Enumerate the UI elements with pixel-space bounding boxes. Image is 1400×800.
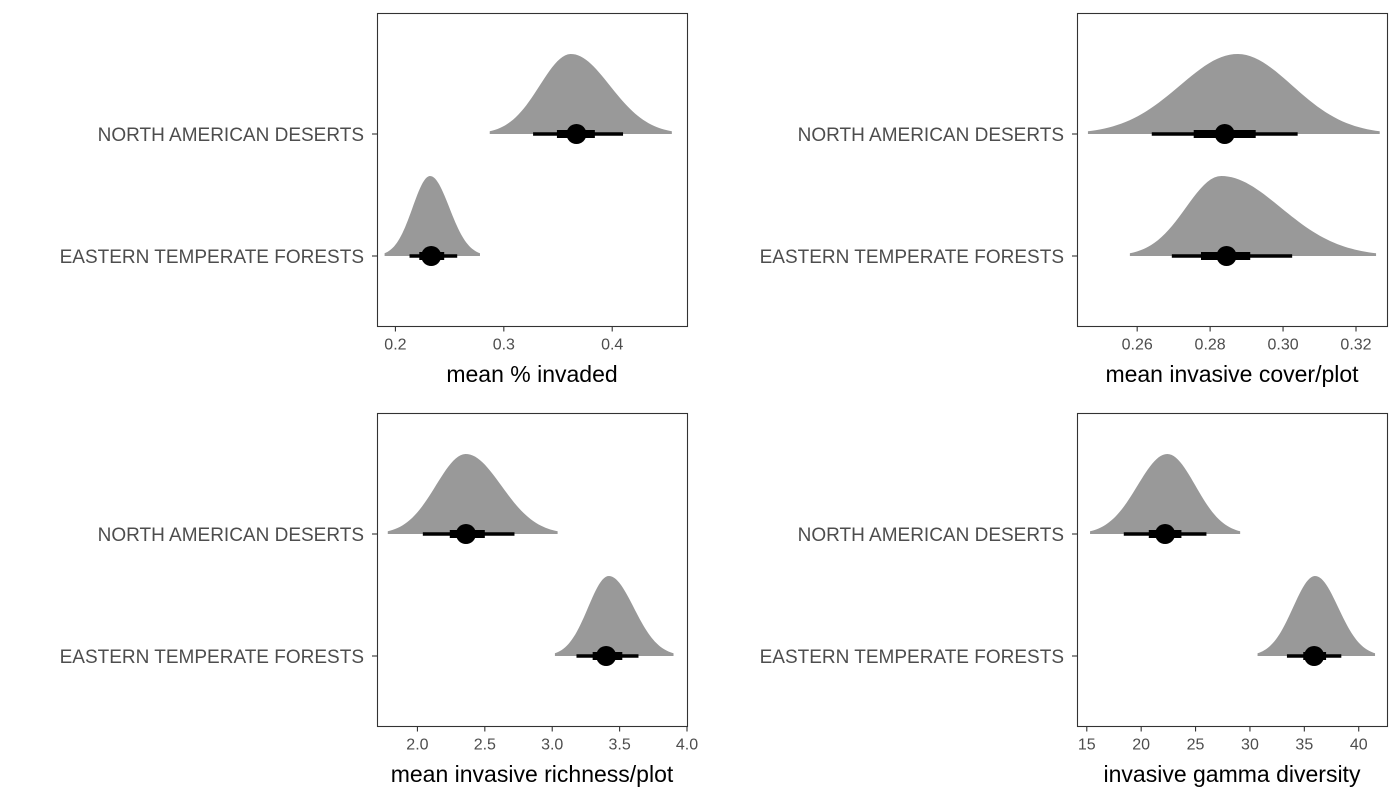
median-point — [1216, 246, 1237, 266]
x-tick-label: 35 — [1295, 737, 1313, 754]
x-tick-label: 2.5 — [474, 737, 496, 754]
density-ridge — [387, 454, 558, 534]
x-axis-label: mean % invaded — [446, 361, 617, 387]
panel-2: NORTH AMERICAN DESERTS EASTERN TEMPERATE … — [760, 12, 1389, 387]
median-point — [1155, 524, 1176, 544]
x-tick-label: 25 — [1187, 737, 1205, 754]
x-axis-label: mean invasive cover/plot — [1105, 361, 1359, 387]
density-ridge — [1087, 54, 1380, 134]
x-tick-label: 0.28 — [1195, 337, 1226, 354]
x-axis-label: invasive gamma diversity — [1104, 761, 1361, 787]
median-point — [1214, 124, 1235, 144]
median-point — [596, 646, 617, 666]
x-tick-label: 0.3 — [493, 337, 515, 354]
density-ridge — [384, 176, 480, 256]
median-point — [566, 124, 587, 144]
y-tick-label: NORTH AMERICAN DESERTS — [98, 525, 364, 546]
x-tick-label: 0.4 — [601, 337, 623, 354]
y-tick-label: EASTERN TEMPERATE FORESTS — [760, 647, 1064, 668]
x-tick-label: 15 — [1078, 737, 1096, 754]
y-tick-label: NORTH AMERICAN DESERTS — [98, 125, 364, 146]
median-point — [1304, 646, 1325, 666]
median-point — [455, 524, 476, 544]
panel-3: NORTH AMERICAN DESERTS EASTERN TEMPERATE … — [60, 412, 698, 787]
y-tick-label: NORTH AMERICAN DESERTS — [798, 525, 1064, 546]
x-tick-label: 3.5 — [608, 737, 630, 754]
x-tick-label: 20 — [1132, 737, 1150, 754]
density-ridge — [554, 576, 674, 656]
x-tick-label: 3.0 — [541, 737, 563, 754]
panel-1: NORTH AMERICAN DESERTS EASTERN TEMPERATE … — [60, 12, 689, 387]
x-tick-label: 4.0 — [676, 737, 698, 754]
y-tick-label: NORTH AMERICAN DESERTS — [798, 125, 1064, 146]
density-ridge — [1090, 454, 1241, 534]
x-tick-label: 0.32 — [1340, 337, 1371, 354]
x-tick-label: 40 — [1350, 737, 1368, 754]
x-tick-label: 0.2 — [384, 337, 406, 354]
x-tick-label: 2.0 — [406, 737, 428, 754]
y-tick-label: EASTERN TEMPERATE FORESTS — [760, 247, 1064, 268]
panel-border — [376, 12, 689, 328]
x-tick-label: 0.26 — [1122, 337, 1153, 354]
panel-4: NORTH AMERICAN DESERTS EASTERN TEMPERATE … — [760, 412, 1389, 787]
x-tick-label: 30 — [1241, 737, 1259, 754]
density-ridge — [1257, 576, 1376, 656]
density-ridge — [489, 54, 672, 134]
panel-border — [376, 412, 689, 728]
x-tick-label: 0.30 — [1267, 337, 1298, 354]
median-point — [421, 246, 442, 266]
x-axis-label: mean invasive richness/plot — [391, 761, 674, 787]
y-tick-label: EASTERN TEMPERATE FORESTS — [60, 247, 364, 268]
y-tick-label: EASTERN TEMPERATE FORESTS — [60, 647, 364, 668]
density-ridge — [1129, 176, 1377, 256]
panel-border — [1076, 412, 1389, 728]
